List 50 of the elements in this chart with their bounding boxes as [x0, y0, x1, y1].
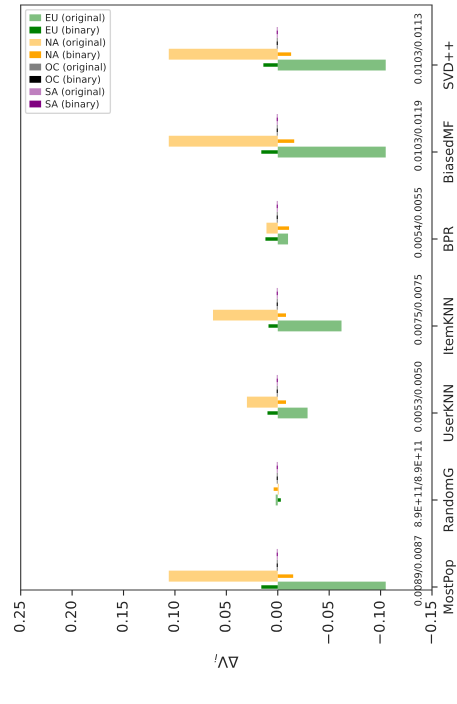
annotation: 8.9E+11/8.9E+11	[414, 440, 422, 527]
bar	[278, 60, 386, 70]
bar	[266, 222, 278, 234]
annotation: 0.0089/0.0087	[414, 536, 422, 606]
x-tick-label: −0.05	[322, 602, 334, 644]
bar	[278, 52, 292, 56]
y-tick-label: ItemKNN	[444, 298, 454, 354]
y-tick-label: BiasedMF	[443, 121, 454, 182]
x-tick-label: 0.05	[220, 602, 231, 632]
legend-label: NA (original)	[46, 38, 106, 48]
bar	[278, 574, 294, 578]
bar	[278, 146, 386, 158]
x-tick-label: 0.00	[270, 601, 282, 632]
bar	[278, 234, 288, 244]
x-tick-label: 0.25	[14, 602, 25, 632]
legend-label: OC (binary)	[46, 75, 100, 85]
bar	[278, 139, 294, 143]
x-tick-label: 0.20	[65, 601, 76, 632]
legend-label: EU (original)	[46, 14, 104, 24]
annotation: 0.0054/0.0055	[414, 188, 422, 258]
y-tick-label: MostPop	[444, 560, 456, 614]
bar	[278, 226, 290, 230]
bar	[168, 48, 278, 60]
legend-label: SA (original)	[46, 88, 104, 98]
bar	[274, 487, 278, 491]
legend-label: EU (binary)	[46, 26, 99, 36]
bar	[278, 408, 308, 418]
x-tick-label: 0.10	[168, 601, 180, 632]
bar	[278, 320, 342, 332]
y-tick-label: UserKNN	[444, 385, 454, 442]
legend-label: NA (binary)	[46, 50, 100, 60]
annotation: 0.0075/0.0075	[414, 274, 422, 345]
bar	[168, 570, 278, 582]
y-tick-label: SVD++	[443, 42, 454, 89]
bar	[278, 400, 286, 404]
y-tick-label: RandomG	[443, 468, 454, 532]
x-tick-label: −0.10	[374, 601, 385, 644]
y-tick-label: BPR	[444, 226, 454, 251]
bar	[278, 313, 286, 317]
legend-label: OC (original)	[46, 63, 106, 72]
x-tick-label: 0.15	[116, 602, 128, 632]
annotation: 0.0103/0.0119	[414, 100, 422, 171]
bar	[168, 136, 278, 147]
legend-label: SA (binary)	[46, 100, 99, 110]
bar	[246, 396, 278, 408]
annotation: 0.0053/0.0050	[414, 362, 422, 432]
annotation: 0.0103/0.0113	[414, 14, 422, 84]
x-tick-label: −0.15	[425, 602, 436, 644]
x-axis-title: ΔV$_{i}$	[214, 654, 238, 668]
bar	[212, 310, 278, 321]
